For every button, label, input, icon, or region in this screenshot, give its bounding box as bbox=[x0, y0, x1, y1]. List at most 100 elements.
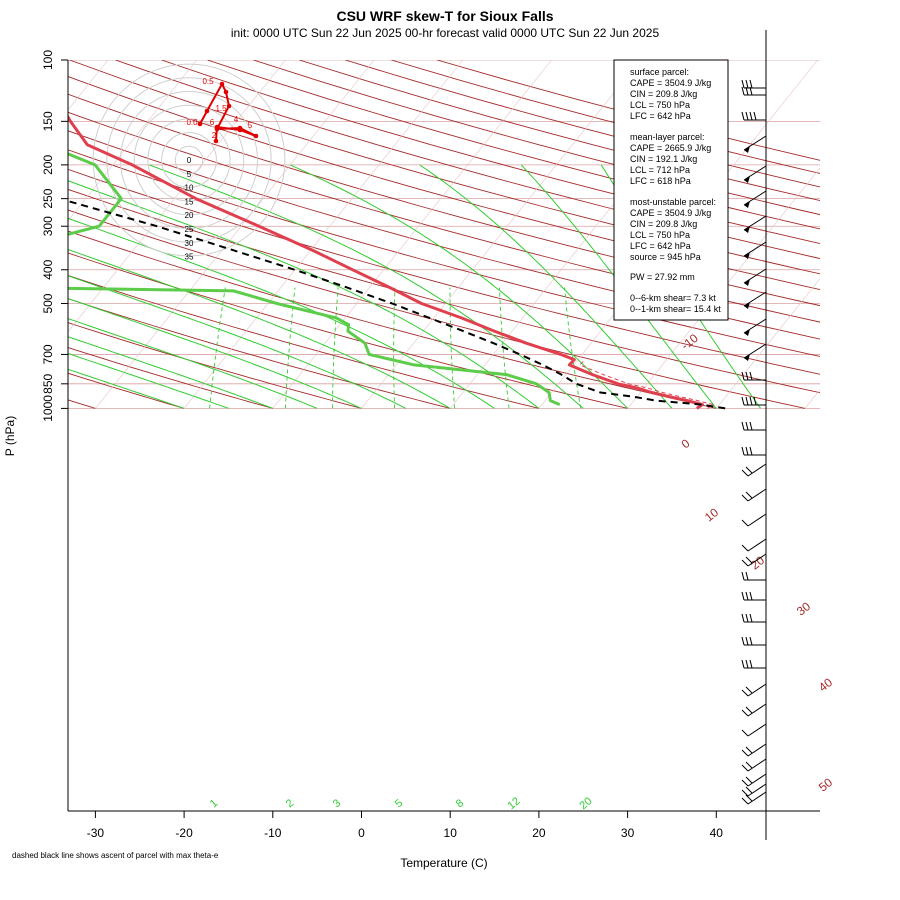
wind-barb-feather bbox=[741, 519, 749, 527]
wind-barb-feather bbox=[745, 776, 753, 784]
isotherm-line bbox=[627, 167, 820, 409]
isotherm-label: 40 bbox=[816, 675, 835, 694]
isotherm-line bbox=[0, 60, 19, 408]
mixing-ratio-line bbox=[209, 287, 226, 409]
wind-barb-feather bbox=[741, 396, 745, 406]
wind-barb bbox=[741, 783, 767, 797]
x-tick-label: -30 bbox=[87, 826, 105, 840]
wind-barb bbox=[741, 613, 766, 623]
y-tick-label: 1000 bbox=[41, 395, 55, 422]
wind-barb bbox=[741, 421, 766, 431]
precipitable-water: PW = 27.92 mm bbox=[630, 272, 695, 282]
x-tick-label: 20 bbox=[532, 826, 546, 840]
wind-barb-feather bbox=[745, 79, 749, 89]
wind-barb-feather bbox=[741, 764, 749, 772]
hodograph-point bbox=[253, 133, 259, 139]
wind-barb-feather bbox=[741, 709, 749, 717]
wind-barb-flag bbox=[744, 302, 750, 309]
wind-barb-shaft bbox=[747, 683, 767, 697]
temperature-line bbox=[68, 114, 704, 410]
moist-adiabat-line bbox=[149, 164, 584, 409]
wind-barb-feather bbox=[741, 469, 749, 477]
wind-barb bbox=[741, 758, 767, 772]
wind-barb-shaft bbox=[747, 538, 767, 552]
dry-adiabat-line bbox=[68, 372, 185, 409]
wind-barb bbox=[741, 446, 766, 456]
moist-adiabat-line bbox=[290, 164, 628, 409]
y-tick-label: 700 bbox=[41, 344, 55, 364]
hodograph-ring bbox=[161, 132, 217, 188]
wind-barb-feather bbox=[753, 396, 757, 406]
hodograph-point bbox=[214, 126, 220, 132]
y-tick-label: 250 bbox=[41, 188, 55, 208]
dry-adiabat-line bbox=[69, 60, 820, 275]
wind-barb-feather bbox=[749, 79, 753, 89]
wind-barb-feather bbox=[749, 396, 753, 406]
wind-barb-feather bbox=[745, 571, 749, 581]
mixing-ratio-line bbox=[449, 287, 456, 409]
dry-adiabat-line bbox=[68, 93, 820, 307]
wind-barb bbox=[743, 215, 767, 233]
dry-adiabat-line bbox=[253, 60, 820, 216]
dewpoint-line bbox=[68, 152, 561, 406]
moist-adiabat-line bbox=[419, 164, 673, 409]
dry-adiabat-line bbox=[68, 188, 820, 394]
wind-barb bbox=[741, 463, 767, 477]
hodograph-point-label: 0.0 bbox=[186, 118, 198, 127]
y-tick-label: 850 bbox=[41, 373, 55, 393]
wind-barb-shaft bbox=[747, 791, 767, 805]
dry-adiabat-line bbox=[207, 60, 820, 230]
hodograph-point-label: 1.5 bbox=[215, 104, 227, 113]
wind-barb-feather bbox=[745, 591, 749, 601]
wind-barb-feather bbox=[745, 491, 753, 499]
wind-barb bbox=[743, 190, 767, 208]
surface-cin: CIN = 209.8 J/kg bbox=[630, 89, 697, 99]
hodograph-ring bbox=[133, 104, 245, 216]
mixed-cin: CIN = 192.1 J/kg bbox=[630, 154, 697, 164]
wind-barbs bbox=[741, 79, 767, 805]
wind-barb bbox=[741, 111, 766, 121]
wind-barb-flag bbox=[744, 354, 750, 361]
wind-barb-feather bbox=[745, 421, 749, 431]
y-tick-label: 150 bbox=[41, 111, 55, 131]
hodograph-point bbox=[226, 103, 232, 109]
mu-cin: CIN = 209.8 J/kg bbox=[630, 219, 697, 229]
wind-barb-feather bbox=[749, 659, 753, 669]
wind-barb-feather bbox=[741, 613, 745, 623]
wind-barb bbox=[743, 318, 767, 336]
wind-barb bbox=[741, 371, 766, 381]
hodograph-ring bbox=[92, 63, 286, 257]
wind-barb-feather bbox=[745, 686, 753, 694]
wind-barb-flag bbox=[744, 279, 750, 286]
wind-barb-feather bbox=[741, 446, 745, 456]
wind-barb-feather bbox=[741, 636, 745, 646]
y-tick-label: 100 bbox=[41, 50, 55, 70]
y-axis-label: P (hPa) bbox=[3, 416, 17, 456]
dry-adiabat-line bbox=[68, 149, 820, 357]
wind-barb-feather bbox=[749, 371, 753, 381]
x-tick-label: 0 bbox=[358, 826, 365, 840]
wind-barb-feather bbox=[745, 446, 749, 456]
wind-barb-feather bbox=[749, 111, 753, 121]
wind-barb bbox=[741, 683, 767, 697]
wind-barb bbox=[741, 488, 767, 502]
wind-barb-feather bbox=[745, 659, 749, 669]
dry-adiabat-line bbox=[68, 130, 820, 340]
isotherm-line bbox=[716, 278, 820, 409]
chart-title: CSU WRF skew-T for Sioux Falls bbox=[336, 8, 553, 24]
mu-parcel-header: most-unstable parcel: bbox=[630, 197, 716, 207]
x-tick-label: -10 bbox=[264, 826, 282, 840]
wind-barb-feather bbox=[741, 789, 749, 797]
wind-barb-feather bbox=[741, 659, 745, 669]
isotherm-label: 50 bbox=[816, 775, 835, 794]
footnote: dashed black line shows ascent of parcel… bbox=[12, 851, 219, 860]
hodograph-ring-label: 35 bbox=[185, 253, 194, 262]
wind-barb-feather bbox=[741, 371, 745, 381]
x-tick-label: -20 bbox=[175, 826, 193, 840]
mixed-lcl: LCL = 712 hPa bbox=[630, 165, 690, 175]
virtual-temperature-line bbox=[579, 359, 714, 409]
mixing-ratio-line bbox=[564, 287, 582, 409]
hodograph-ring-label: 20 bbox=[185, 211, 194, 220]
